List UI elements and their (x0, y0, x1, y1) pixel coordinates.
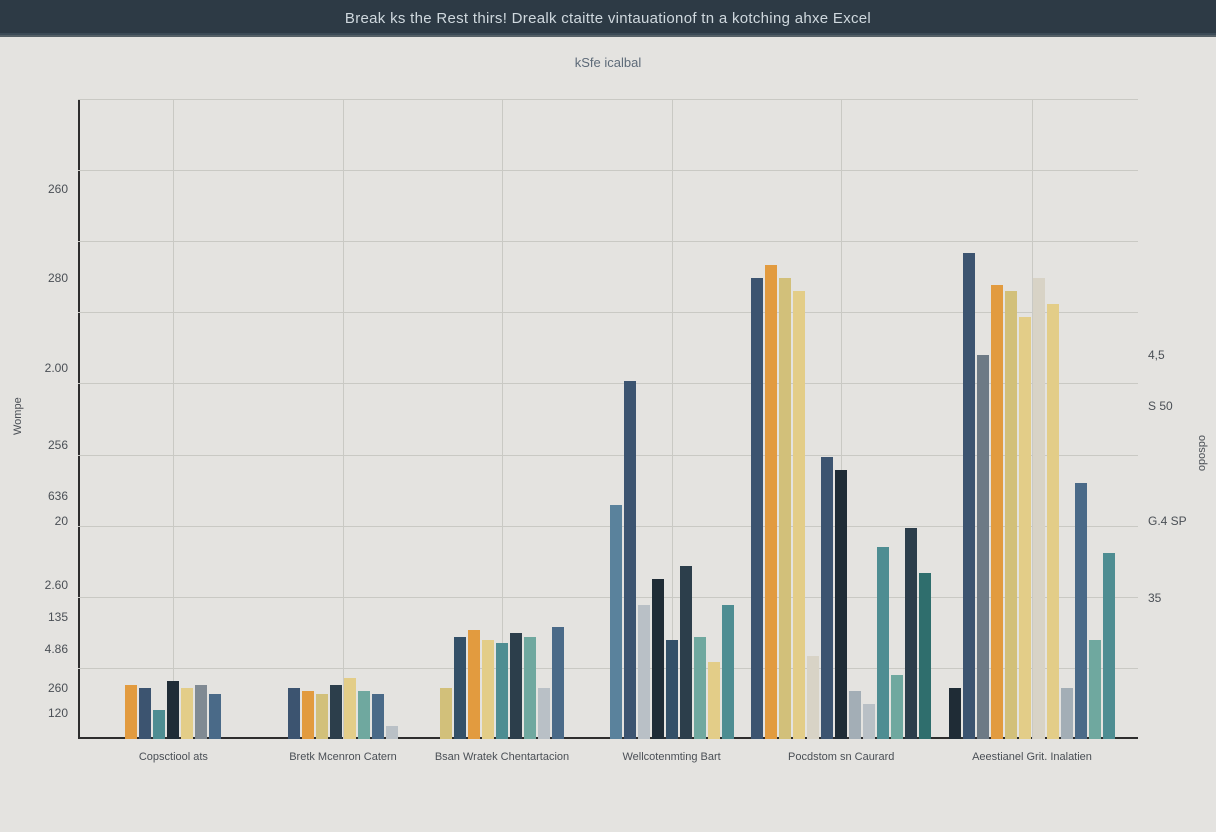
y-tick-left: 2.00 (45, 361, 68, 375)
gridline-v (343, 99, 344, 739)
bar (905, 528, 917, 739)
bar (153, 710, 165, 739)
gridline-h (78, 170, 1138, 171)
bar (807, 656, 819, 739)
bar (638, 605, 650, 739)
y-tick-left: 135 (48, 610, 68, 624)
y-axis-label-left: Wompe (12, 397, 24, 435)
bar (624, 381, 636, 739)
bar (849, 691, 861, 739)
bar (372, 694, 384, 739)
bar (181, 688, 193, 739)
gridline-h (78, 241, 1138, 242)
bar (302, 691, 314, 739)
bar (167, 681, 179, 739)
bar (891, 675, 903, 739)
bar (666, 640, 678, 739)
bar (288, 688, 300, 739)
bar (454, 637, 466, 739)
bar (1103, 553, 1115, 739)
bar (139, 688, 151, 739)
bar (779, 278, 791, 739)
bar (765, 265, 777, 739)
gridline-h (78, 312, 1138, 313)
bar (991, 285, 1003, 739)
bar (963, 253, 975, 739)
y-tick-left: 636 (48, 489, 68, 503)
header-bar: Break ks the Rest thirs! Drealk ctaitte … (0, 0, 1216, 35)
bar (538, 688, 550, 739)
bar (358, 691, 370, 739)
bar (209, 694, 221, 739)
bar (1047, 304, 1059, 739)
bar (524, 637, 536, 739)
chart-area: kSfe icalbal Wompe opospo 1202604.861352… (0, 37, 1216, 832)
chart-title: Break ks the Rest thirs! Drealk ctaitte … (0, 10, 1216, 27)
bar (694, 637, 706, 739)
bar (496, 643, 508, 739)
bar (386, 726, 398, 739)
bar (835, 470, 847, 739)
plot-region: 1202604.861352.60206362562.0028026035G.4… (78, 99, 1138, 739)
bar (722, 605, 734, 739)
chart-subtitle: kSfe icalbal (575, 55, 641, 70)
y-tick-left: 2.60 (45, 578, 68, 592)
gridline-v (173, 99, 174, 739)
bar (877, 547, 889, 739)
bar (751, 278, 763, 739)
y-tick-right: S 50 (1148, 399, 1173, 413)
x-category-label: Pocdstom sn Caurard (788, 751, 894, 763)
x-category-label: Wellcotenmting Bart (622, 751, 720, 763)
y-tick-left: 4.86 (45, 642, 68, 656)
bar (510, 633, 522, 739)
y-tick-left: 256 (48, 438, 68, 452)
bar (610, 505, 622, 739)
bar (316, 694, 328, 739)
bar (482, 640, 494, 739)
x-category-label: Copsctiool ats (139, 751, 208, 763)
bar (195, 685, 207, 739)
y-axis-label-right: opospo (1196, 435, 1208, 471)
y-tick-left: 260 (48, 182, 68, 196)
gridline-h (78, 99, 1138, 100)
y-axis (78, 99, 80, 739)
bar (652, 579, 664, 739)
bar (125, 685, 137, 739)
y-tick-left: 260 (48, 681, 68, 695)
bar (1019, 317, 1031, 739)
bar (1005, 291, 1017, 739)
bar (1033, 278, 1045, 739)
bar (552, 627, 564, 739)
bar (1089, 640, 1101, 739)
bar (344, 678, 356, 739)
bar (680, 566, 692, 739)
y-tick-right: 4,5 (1148, 348, 1165, 362)
bar (977, 355, 989, 739)
bar (468, 630, 480, 739)
bar (919, 573, 931, 739)
x-category-label: Bretk Mcenron Catern (289, 751, 397, 763)
bar (949, 688, 961, 739)
bar (1075, 483, 1087, 739)
bar (708, 662, 720, 739)
y-tick-left: 20 (55, 514, 68, 528)
x-category-label: Aeestianel Grit. Inalatien (972, 751, 1092, 763)
x-category-label: Bsan Wratek Chentartacion (435, 751, 569, 763)
y-tick-right: 35 (1148, 591, 1161, 605)
bar (863, 704, 875, 739)
y-tick-left: 120 (48, 706, 68, 720)
bar (821, 457, 833, 739)
bar (793, 291, 805, 739)
bar (1061, 688, 1073, 739)
bar (440, 688, 452, 739)
y-tick-left: 280 (48, 271, 68, 285)
y-tick-right: G.4 SP (1148, 514, 1187, 528)
bar (330, 685, 342, 739)
